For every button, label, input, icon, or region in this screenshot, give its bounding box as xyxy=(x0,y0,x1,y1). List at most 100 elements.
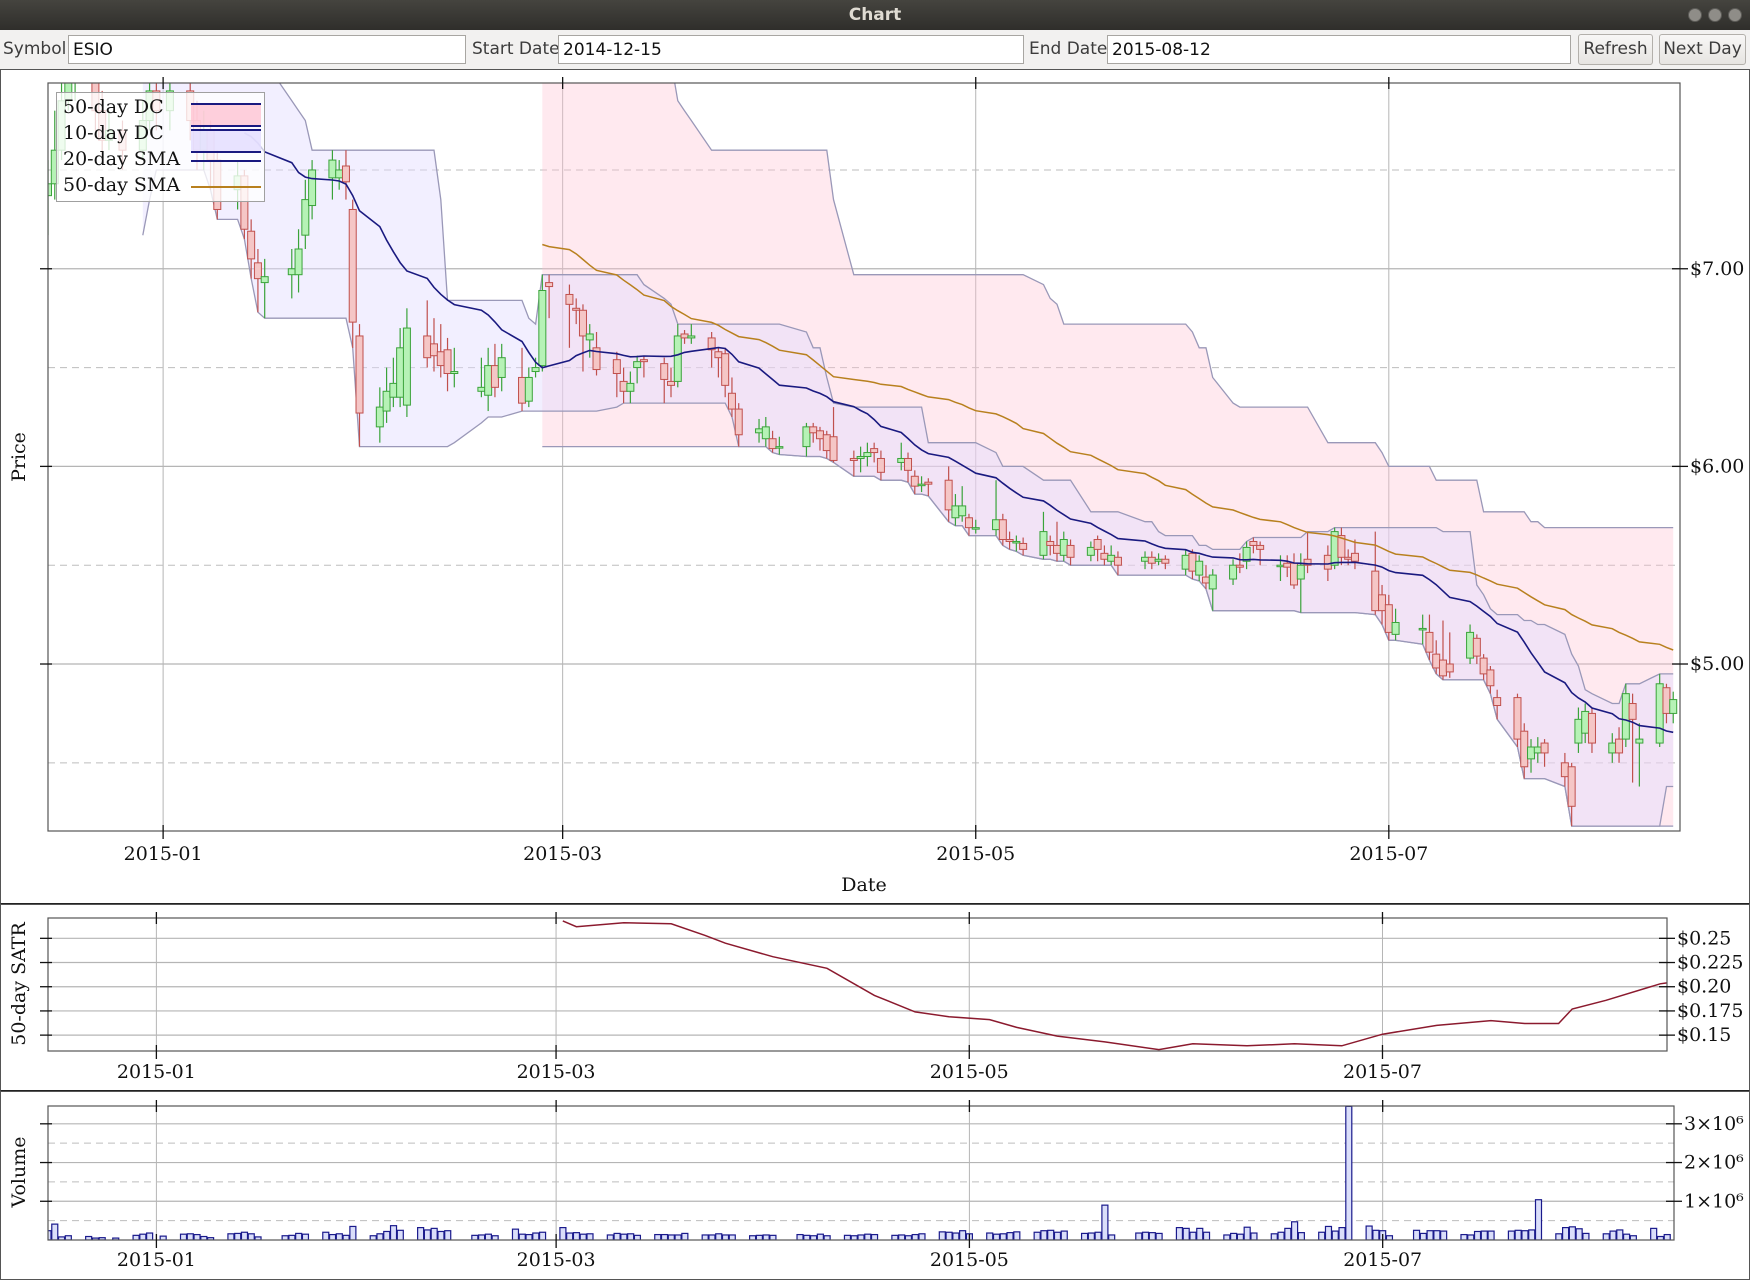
refresh-button[interactable]: Refresh xyxy=(1578,34,1653,65)
legend: 50-day DC 10-day DC 20-day SMA 50-day SM… xyxy=(56,92,265,202)
x-axis-label: Date xyxy=(841,874,886,896)
sma20-line xyxy=(244,132,1674,734)
candle-body xyxy=(1445,663,1454,673)
legend-swatch-sma20 xyxy=(191,160,261,162)
candlestick xyxy=(849,450,858,477)
candle-body xyxy=(951,505,960,519)
candle-body xyxy=(1350,552,1359,562)
volume-bar xyxy=(1094,1231,1102,1240)
candle-body xyxy=(1344,556,1353,560)
price-plot-area xyxy=(48,51,1678,827)
volume-bar xyxy=(992,1233,1001,1240)
volume-bar xyxy=(1318,1231,1326,1240)
y-tick-label: 3×10⁶ xyxy=(1684,1113,1744,1135)
satr-chart: 2015-01 2015-03 2015-05 2015-07$0.25$0.225$… xyxy=(8,912,1743,1083)
volume-bar xyxy=(281,1235,289,1240)
candlestick xyxy=(775,436,784,455)
candlestick xyxy=(1567,762,1576,827)
volume-bar xyxy=(708,1234,716,1240)
volume-bar xyxy=(193,1233,201,1240)
candle-body xyxy=(998,519,1007,541)
candle-body xyxy=(856,456,865,459)
title-bar: Chart xyxy=(0,0,1750,30)
y-tick-label: 2×10⁶ xyxy=(1684,1152,1744,1174)
volume-bar xyxy=(1487,1230,1495,1240)
volume-bar xyxy=(301,1233,310,1240)
candle-body xyxy=(1283,562,1292,568)
candlestick xyxy=(308,160,317,220)
candle-body xyxy=(1256,544,1265,550)
legend-swatch-sma50 xyxy=(191,186,261,188)
dc50-band xyxy=(542,83,1674,827)
volume-bar xyxy=(295,1232,303,1240)
y-tick-label: $0.225 xyxy=(1677,952,1743,974)
candle-body xyxy=(1472,637,1481,657)
maximize-button[interactable] xyxy=(1708,8,1722,22)
candle-body xyxy=(714,351,723,359)
satr-plot-area xyxy=(562,920,1667,1051)
volume-bar xyxy=(1663,1233,1671,1240)
candlestick xyxy=(1249,537,1258,554)
candlestick xyxy=(72,51,79,101)
volume-bar xyxy=(1609,1230,1617,1240)
volume-bar xyxy=(762,1234,770,1240)
dc10-lower-line xyxy=(142,169,1674,827)
candle-body xyxy=(328,159,337,179)
volume-bar xyxy=(1561,1227,1570,1240)
candle-body xyxy=(660,363,669,380)
end-date-input[interactable] xyxy=(1107,35,1571,64)
candle-body xyxy=(1052,544,1061,554)
candle-body xyxy=(355,335,364,414)
volume-bar xyxy=(748,1235,757,1240)
symbol-label: Symbol xyxy=(3,39,67,59)
candle-body xyxy=(1100,552,1109,560)
candle-body xyxy=(301,199,310,236)
candle-body xyxy=(1181,554,1190,570)
candlestick xyxy=(1540,739,1549,767)
candlestick xyxy=(876,450,885,481)
volume-bar xyxy=(112,1237,120,1240)
volume-bar xyxy=(654,1233,662,1240)
volume-bar xyxy=(1345,1106,1353,1240)
volume-bar xyxy=(159,1235,167,1240)
candle-body xyxy=(1662,687,1671,714)
volume-bar xyxy=(1528,1229,1536,1240)
volume-bar xyxy=(1223,1234,1231,1240)
x-tick-label: 2015-07 xyxy=(1343,1061,1422,1083)
candlestick xyxy=(870,442,879,463)
close-button[interactable] xyxy=(1728,8,1742,22)
candlestick xyxy=(592,332,601,376)
candle-body xyxy=(294,248,303,276)
candlestick xyxy=(829,407,838,463)
candlestick xyxy=(1425,614,1434,661)
volume-bar xyxy=(1080,1232,1089,1240)
volume-bar xyxy=(342,1234,350,1240)
candle-body xyxy=(1161,558,1170,564)
candle-body xyxy=(1019,542,1028,550)
minimize-button[interactable] xyxy=(1688,8,1702,22)
candle-body xyxy=(944,479,953,511)
volume-bar xyxy=(999,1233,1007,1240)
candle-body xyxy=(1425,631,1434,653)
y-tick-label: $0.25 xyxy=(1677,927,1731,949)
start-date-input[interactable] xyxy=(558,35,1024,64)
candle-body xyxy=(1608,742,1617,754)
candlestick xyxy=(917,476,926,493)
volume-bar xyxy=(1419,1232,1427,1240)
volume-bar xyxy=(1555,1233,1563,1240)
candlestick xyxy=(260,258,269,319)
candlestick xyxy=(612,351,621,398)
x-tick-label: 2015-01 xyxy=(124,843,203,865)
volume-bar xyxy=(186,1233,194,1240)
volume-bar xyxy=(918,1233,926,1240)
candlestick xyxy=(1615,727,1624,763)
next-day-button[interactable]: Next Day xyxy=(1659,34,1746,65)
candle-body xyxy=(72,51,79,81)
candle-body xyxy=(1378,594,1387,612)
candlestick xyxy=(1046,535,1055,556)
volume-bar xyxy=(1507,1230,1516,1240)
candlestick xyxy=(1587,707,1596,753)
volume-bar xyxy=(1602,1233,1610,1240)
candlestick xyxy=(1493,689,1502,720)
symbol-input[interactable] xyxy=(68,35,466,64)
